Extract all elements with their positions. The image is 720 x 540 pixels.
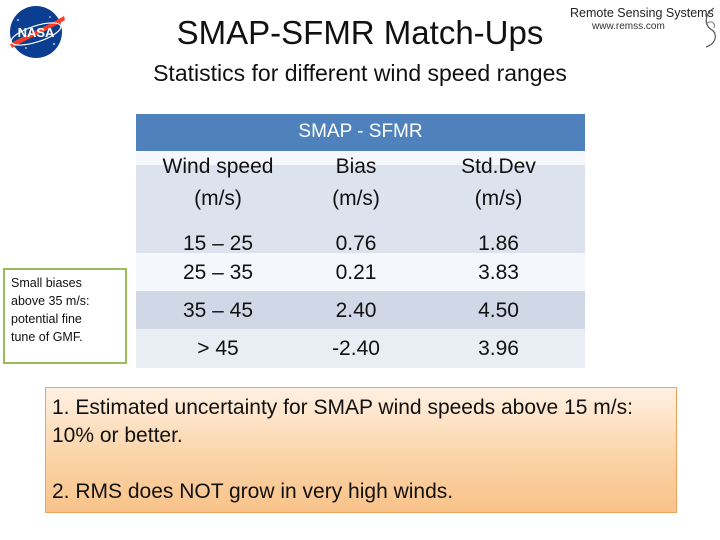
cell-bias: 0.76 [335,232,377,255]
stats-table: SMAP - SFMR [136,114,585,368]
cell-wind-range: 15 – 25 [182,232,254,255]
rss-name: Remote Sensing Systems [570,6,714,20]
table-band [136,291,585,329]
side-note: Small biases above 35 m/s: potential fin… [3,268,127,364]
table-band [136,329,585,368]
rss-swirl-icon [705,7,716,48]
column-header-unit: (m/s) [194,187,242,210]
page-subtitle: Statistics for different wind speed rang… [153,60,567,86]
nasa-meatball-icon: NASA [10,6,65,58]
cell-wind-range: > 45 [197,337,239,360]
column-header-line: Std.Dev [461,155,536,178]
spacer [52,450,670,478]
table-title: SMAP - SFMR [136,114,585,151]
cell-std-dev: 3.96 [478,337,519,360]
nasa-wordmark: NASA [18,25,55,40]
column-header-unit: (m/s) [474,187,523,210]
cell-bias: -2.40 [332,337,380,360]
rss-url: www.remss.com [592,21,665,32]
column-header-line: Wind speed [162,155,274,178]
side-note-line: above 35 m/s: [11,294,90,308]
column-header-std-dev: Std.Dev (m/s) [412,151,585,215]
side-note-line: Small biases [11,276,82,290]
conclusion-point-1: 1. Estimated uncertainty for SMAP wind s… [52,396,633,447]
table-band [136,151,585,165]
column-header-box [136,165,585,253]
cell-bias: 0.21 [335,261,377,284]
table-band [136,253,585,291]
nasa-logo: NASA [4,4,68,60]
column-header-wind-speed: Wind speed (m/s) [136,151,300,215]
conclusion-point-2: 2. RMS does NOT grow in very high winds. [52,480,454,503]
column-header-line: Bias [335,155,377,178]
side-note-line: tune of GMF. [11,330,83,344]
side-note-line: potential fine [11,312,82,326]
table-cells: Wind speed (m/s) Bias (m/s) Std.Dev (m/s… [136,0,585,540]
rss-logo: Remote Sensing Systems www.remss.com [566,6,720,48]
cell-std-dev: 4.50 [478,299,519,322]
cell-wind-range: 35 – 45 [182,299,254,322]
cell-wind-range: 25 – 35 [182,261,254,284]
page-title: SMAP-SFMR Match-Ups [176,14,544,51]
column-header-bias: Bias (m/s) [300,151,412,215]
cell-std-dev: 3.83 [478,261,519,284]
cell-std-dev: 1.86 [478,232,519,255]
column-header-unit: (m/s) [332,187,380,210]
conclusions-callout: 1. Estimated uncertainty for SMAP wind s… [45,387,677,513]
cell-bias: 2.40 [335,299,377,322]
